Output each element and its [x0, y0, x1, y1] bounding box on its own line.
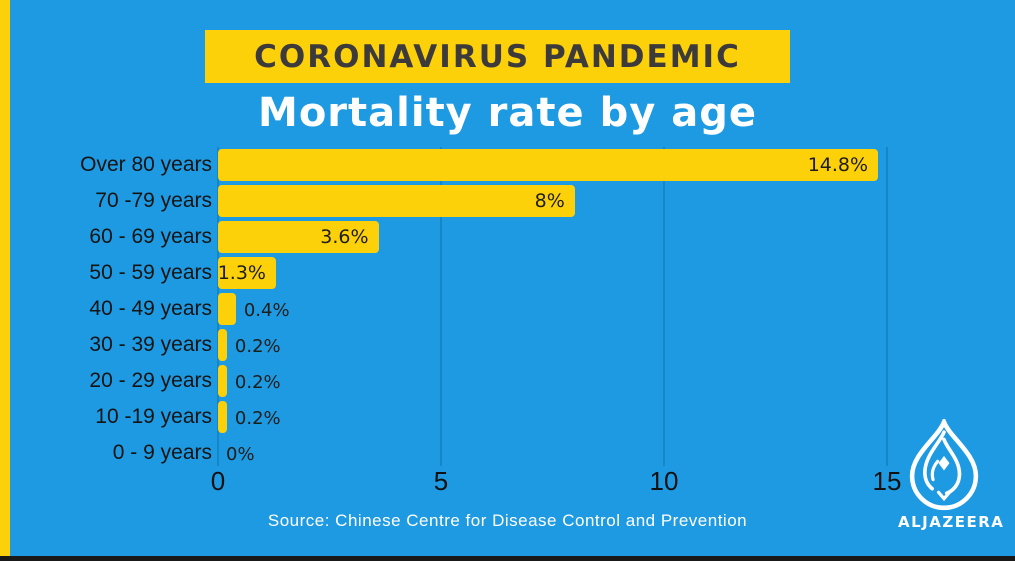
- bar: [218, 401, 227, 433]
- bar-value-label: 0%: [226, 444, 255, 465]
- y-axis-label: 10 -19 years: [95, 405, 212, 428]
- left-accent-strip: [0, 0, 10, 561]
- bar-value-label: 1.3%: [217, 262, 266, 284]
- y-axis-label: 20 - 29 years: [89, 369, 212, 392]
- bottom-dark-bar: [0, 556, 1015, 561]
- bar: 14.8%: [218, 149, 879, 181]
- bar: 8%: [218, 185, 575, 217]
- chart-title: Mortality rate by age: [258, 90, 757, 136]
- y-axis-label: 40 - 49 years: [89, 297, 212, 320]
- y-axis-label: 0 - 9 years: [112, 441, 212, 464]
- gridline: [440, 147, 442, 466]
- bar: [218, 293, 236, 325]
- gridline: [886, 147, 888, 466]
- x-axis-tick-label: 15: [872, 466, 902, 496]
- bar: 3.6%: [218, 221, 379, 253]
- aljazeera-wordmark: ALJAZEERA: [898, 513, 1005, 531]
- bar-value-label: 0.2%: [234, 372, 281, 393]
- bar: [218, 365, 227, 397]
- gridline: [663, 147, 665, 466]
- x-axis-tick-label: 10: [649, 466, 679, 496]
- bar-value-label: 0.2%: [234, 408, 281, 429]
- x-axis-tick-label: 0: [210, 466, 226, 496]
- bar-value-label: 8%: [534, 190, 565, 212]
- bar-value-label: 3.6%: [320, 226, 369, 248]
- bar-value-label: 14.8%: [807, 154, 869, 176]
- bar-value-label: 0.4%: [243, 300, 290, 321]
- aljazeera-logo: ALJAZEERA: [898, 419, 1005, 531]
- y-axis-label: 50 - 59 years: [89, 261, 212, 284]
- y-axis-label: 70 -79 years: [95, 189, 212, 212]
- bar: [218, 329, 227, 361]
- y-axis-label: 30 - 39 years: [89, 333, 212, 356]
- page-title: CORONAVIRUS PANDEMIC: [254, 38, 741, 75]
- aljazeera-flame-icon: [909, 419, 979, 511]
- bar-value-label: 0.2%: [234, 336, 281, 357]
- bar: 1.3%: [218, 257, 276, 289]
- source-attribution: Source: Chinese Centre for Disease Contr…: [267, 511, 748, 530]
- x-axis-tick-label: 5: [433, 466, 449, 496]
- y-axis-label: Over 80 years: [80, 153, 212, 176]
- title-band: CORONAVIRUS PANDEMIC: [205, 30, 790, 83]
- y-axis-label: 60 - 69 years: [89, 225, 212, 248]
